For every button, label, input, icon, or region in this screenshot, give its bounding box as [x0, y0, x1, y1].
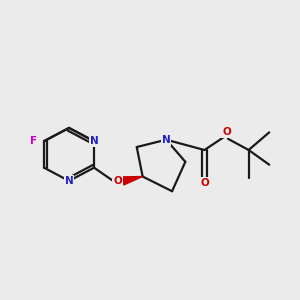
Text: N: N: [65, 176, 74, 186]
Polygon shape: [122, 176, 142, 185]
Text: O: O: [113, 176, 122, 186]
Text: N: N: [90, 136, 98, 146]
Text: F: F: [29, 136, 37, 146]
Text: O: O: [222, 127, 231, 137]
Text: N: N: [162, 135, 171, 145]
Text: O: O: [200, 178, 209, 188]
